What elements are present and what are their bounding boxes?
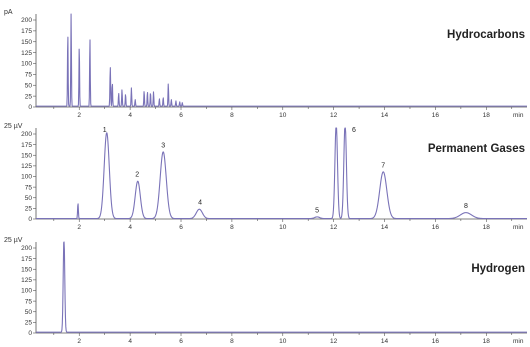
panel-hydrogen: 25 µV 0 25 50 75 100 125 150 175 200 2 4 6 8 10 12 14 16 1… xyxy=(4,237,528,345)
x-tick-label: 8 xyxy=(230,224,234,231)
x-tick-label: 16 xyxy=(432,224,440,231)
x-tick-label: 10 xyxy=(279,224,287,231)
peak-label: 2 xyxy=(135,172,139,179)
x-tick-label: 2 xyxy=(77,224,81,231)
x-tick-label: 6 xyxy=(179,224,183,231)
x-tick-label: 12 xyxy=(330,224,338,231)
y-tick-label: 150 xyxy=(21,39,32,46)
x-unit-label: min xyxy=(513,112,524,119)
x-tick-label: 8 xyxy=(230,112,234,119)
y-tick-label: 75 xyxy=(25,184,33,191)
x-tick-label: 18 xyxy=(483,112,491,119)
peak-label: 4 xyxy=(198,200,202,207)
x-unit-label: min xyxy=(513,224,524,231)
y-tick-label: 175 xyxy=(21,256,32,263)
x-tick-label: 18 xyxy=(483,338,491,345)
y-tick-label: 25 xyxy=(25,320,33,327)
y-tick-label: 200 xyxy=(21,131,32,138)
y-tick-label: 25 xyxy=(25,93,33,100)
y-tick-label: 200 xyxy=(21,245,32,252)
peak-label: 1 xyxy=(103,127,107,134)
y-tick-label: 175 xyxy=(21,142,32,149)
y-tick-label: 125 xyxy=(21,50,32,57)
chart-title: Permanent Gases xyxy=(428,143,525,155)
y-unit-label: 25 µV xyxy=(4,123,23,130)
y-tick-label: 175 xyxy=(21,28,32,35)
x-tick-label: 10 xyxy=(279,112,287,119)
y-tick-label: 75 xyxy=(25,72,33,79)
x-tick-label: 4 xyxy=(128,338,132,345)
x-tick-label: 16 xyxy=(432,338,440,345)
y-tick-label: 0 xyxy=(28,104,32,111)
x-tick-label: 14 xyxy=(381,338,389,345)
x-tick-label: 2 xyxy=(77,112,81,119)
x-tick-label: 10 xyxy=(279,338,287,345)
y-tick-label: 150 xyxy=(21,152,32,159)
y-unit-label: 25 µV xyxy=(4,237,23,244)
panel-hydrocarbons: pA 0 25 50 75 100 125 150 175 200 2 4 6 8 10 12 14 16 18 mi… xyxy=(4,9,528,119)
y-tick-label: 125 xyxy=(21,277,32,284)
x-tick-label: 4 xyxy=(128,112,132,119)
y-tick-label: 50 xyxy=(25,309,33,316)
x-tick-label: 4 xyxy=(128,224,132,231)
y-tick-label: 25 xyxy=(25,206,33,213)
x-unit-label: min xyxy=(513,338,524,345)
y-tick-label: 150 xyxy=(21,266,32,273)
x-tick-label: 8 xyxy=(230,338,234,345)
x-tick-label: 12 xyxy=(330,338,338,345)
y-tick-label: 50 xyxy=(25,82,33,89)
x-tick-label: 14 xyxy=(381,224,389,231)
chromatogram-trace xyxy=(35,241,528,333)
chromatogram-trace xyxy=(35,13,528,107)
chart-title: Hydrocarbons xyxy=(447,29,525,41)
x-tick-label: 14 xyxy=(381,112,389,119)
y-tick-label: 125 xyxy=(21,163,32,170)
y-tick-label: 100 xyxy=(21,174,32,181)
x-tick-label: 6 xyxy=(179,338,183,345)
y-tick-label: 0 xyxy=(28,216,32,223)
y-unit-label: pA xyxy=(4,9,13,16)
peak-label: 8 xyxy=(464,203,468,210)
y-tick-label: 100 xyxy=(21,288,32,295)
x-tick-label: 6 xyxy=(179,112,183,119)
x-tick-label: 18 xyxy=(483,224,491,231)
x-tick-label: 12 xyxy=(330,112,338,119)
chart-title: Hydrogen xyxy=(471,263,525,275)
x-tick-label: 16 xyxy=(432,112,440,119)
peak-label: 3 xyxy=(161,142,165,149)
chromatogram-trace xyxy=(35,127,528,220)
peak-label: 5 xyxy=(315,207,319,214)
y-tick-label: 50 xyxy=(25,195,33,202)
y-tick-label: 100 xyxy=(21,61,32,68)
y-tick-label: 200 xyxy=(21,17,32,24)
y-tick-label: 75 xyxy=(25,298,33,305)
x-tick-label: 2 xyxy=(77,338,81,345)
y-tick-label: 0 xyxy=(28,330,32,337)
peak-label: 6 xyxy=(352,127,356,134)
peak-label: 7 xyxy=(381,162,385,169)
